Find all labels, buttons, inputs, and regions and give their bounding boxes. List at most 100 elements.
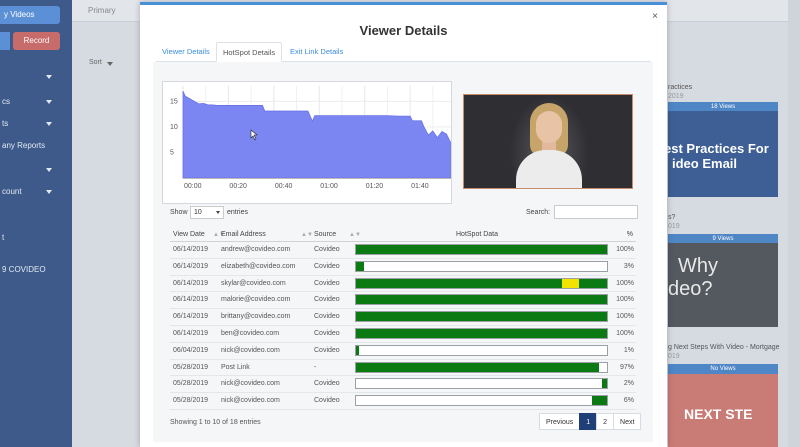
sort-icon[interactable]: ▲▼	[301, 232, 313, 238]
table-row[interactable]: 06/14/2019 elizabeth@covideo.com Covideo 3%	[170, 259, 636, 276]
thumbnail-text: est Practices For	[664, 141, 769, 156]
hotspot-bar	[355, 344, 608, 356]
video-player[interactable]	[463, 94, 633, 189]
previous-page-button[interactable]: Previous	[539, 413, 581, 430]
hotspot-bar	[355, 260, 608, 272]
table-row[interactable]: 05/28/2019 nick@covideo.com Covideo 2%	[170, 376, 636, 394]
sidebar-item[interactable]: 9 COVIDEO	[2, 265, 46, 274]
tab-viewer-details[interactable]: Viewer Details	[162, 47, 210, 56]
video-thumbnail[interactable]: est Practices For ideo Email	[664, 111, 778, 197]
sidebar	[0, 0, 72, 447]
table-header: View Date ▲▼ Email Address ▲▼ Source ▲▼ …	[170, 228, 636, 242]
video-thumbnail[interactable]: Why deo?	[668, 243, 778, 327]
table-body: 06/14/2019 andrew@covideo.com Covideo 100% 0…	[170, 242, 636, 410]
source-cell: Covideo	[314, 397, 340, 405]
x-tick-label: 00:20	[229, 183, 247, 190]
email-cell: nick@covideo.com	[221, 346, 280, 354]
sidebar-item[interactable]: cs	[2, 97, 10, 106]
table-row[interactable]: 06/14/2019 malorie@covideo.com Covideo 100%	[170, 292, 636, 310]
views-badge: 9 Views	[668, 234, 778, 244]
video-card-title[interactable]: g Next Steps With Video - Mortgage	[668, 344, 780, 351]
hotspot-bar	[355, 361, 608, 373]
hotspot-area-series	[182, 90, 451, 179]
chevron-down-icon[interactable]	[46, 168, 52, 172]
page-scrollbar[interactable]	[788, 0, 800, 447]
percent-cell: 6%	[623, 397, 634, 405]
source-cell: Covideo	[314, 313, 340, 321]
header-source[interactable]: Source	[314, 231, 337, 238]
y-tick-label: 10	[170, 124, 178, 131]
record-button[interactable]: Record	[13, 32, 60, 50]
presenter-body	[516, 150, 582, 188]
video-card-title[interactable]: s?	[668, 214, 676, 221]
hotspot-bar-fill	[356, 362, 600, 372]
sidebar-item[interactable]: ts	[2, 119, 9, 128]
sidebar-item[interactable]: count	[2, 187, 22, 196]
header-view-date[interactable]: View Date	[173, 231, 205, 238]
table-row[interactable]: 06/14/2019 ben@covideo.com Covideo 100%	[170, 326, 636, 343]
view-date-cell: 06/04/2019	[173, 346, 209, 354]
chevron-down-icon	[107, 62, 113, 66]
hotspot-bar	[355, 327, 608, 339]
email-cell: malorie@covideo.com	[221, 296, 291, 304]
chevron-down-icon[interactable]	[46, 190, 52, 194]
entries-per-page-select[interactable]: 10	[190, 206, 224, 219]
hotspot-bar-fill	[591, 396, 607, 406]
video-thumbnail[interactable]: NEXT STE	[668, 374, 778, 447]
x-tick-label: 00:40	[275, 183, 293, 190]
percent-cell: 97%	[619, 363, 634, 371]
close-icon[interactable]: ×	[652, 11, 658, 22]
search-input[interactable]	[554, 205, 638, 219]
chevron-down-icon[interactable]	[46, 75, 52, 79]
header-hotspot-data[interactable]: HotSpot Data	[456, 231, 499, 238]
x-axis-line	[183, 178, 451, 179]
hotspot-bar-fill	[356, 278, 607, 288]
search-label: Search:	[526, 209, 551, 216]
tab-hotspot-details[interactable]: HotSpot Details	[216, 42, 283, 62]
my-videos-button[interactable]: y Videos	[0, 6, 60, 24]
email-cell: nick@covideo.com	[221, 380, 280, 388]
sidebar-button-partial[interactable]	[0, 32, 10, 50]
tab-exit-link-details[interactable]: Exit Link Details	[290, 47, 344, 56]
primary-tab[interactable]: Primary	[88, 6, 116, 15]
thumbnail-text: ideo Email	[672, 156, 738, 171]
chevron-down-icon[interactable]	[46, 100, 52, 104]
page-2-button[interactable]: 2	[596, 413, 615, 430]
email-cell: brittany@covideo.com	[221, 313, 291, 321]
header-percent[interactable]: %	[626, 231, 633, 238]
modal-title: Viewer Details	[359, 23, 448, 38]
percent-cell: 1%	[623, 346, 634, 354]
sidebar-item[interactable]: any Reports	[2, 141, 46, 150]
pagination: Previous 1 2 Next	[539, 413, 642, 430]
header-email-address[interactable]: Email Address	[221, 231, 266, 238]
table-row[interactable]: 05/28/2019 nick@covideo.com Covideo 6%	[170, 393, 636, 410]
source-cell: Covideo	[314, 346, 340, 354]
video-card-date: 2019	[668, 93, 684, 100]
y-tick-label: 15	[170, 98, 178, 105]
hotspot-bar	[355, 378, 608, 390]
percent-cell: 100%	[616, 246, 634, 253]
hotspot-bar-fill	[356, 295, 607, 305]
entries-per-page-value: 10	[194, 209, 202, 216]
sort-dropdown[interactable]: Sort	[89, 59, 102, 66]
sort-icon[interactable]: ▲▼	[213, 232, 225, 238]
table-row[interactable]: 06/14/2019 skylar@covideo.com Covideo 100%	[170, 276, 636, 293]
table-row[interactable]: 05/28/2019 Post Link - 97%	[170, 360, 636, 377]
next-page-button[interactable]: Next	[613, 413, 642, 430]
hotspot-bar-fill	[356, 261, 364, 271]
video-card-title[interactable]: ractices	[668, 84, 693, 91]
hotspot-bar-fill	[601, 379, 607, 389]
chevron-down-icon[interactable]	[46, 122, 52, 126]
sidebar-item[interactable]: t	[2, 233, 5, 242]
thumbnail-text: NEXT STE	[684, 406, 753, 422]
page-1-button[interactable]: 1	[579, 413, 598, 430]
table-row[interactable]: 06/14/2019 andrew@covideo.com Covideo 100%	[170, 242, 636, 259]
sort-icon[interactable]: ▲▼	[349, 232, 361, 238]
viewer-details-modal: Viewer Details × Viewer Details HotSpot …	[140, 2, 667, 447]
table-row[interactable]: 06/14/2019 brittany@covideo.com Covideo 100…	[170, 309, 636, 326]
table-info: Showing 1 to 10 of 18 entries	[170, 419, 261, 426]
source-cell: Covideo	[314, 246, 340, 253]
table-row[interactable]: 06/04/2019 nick@covideo.com Covideo 1%	[170, 343, 636, 360]
video-card-date: 019	[668, 353, 680, 360]
source-cell: -	[314, 363, 317, 371]
